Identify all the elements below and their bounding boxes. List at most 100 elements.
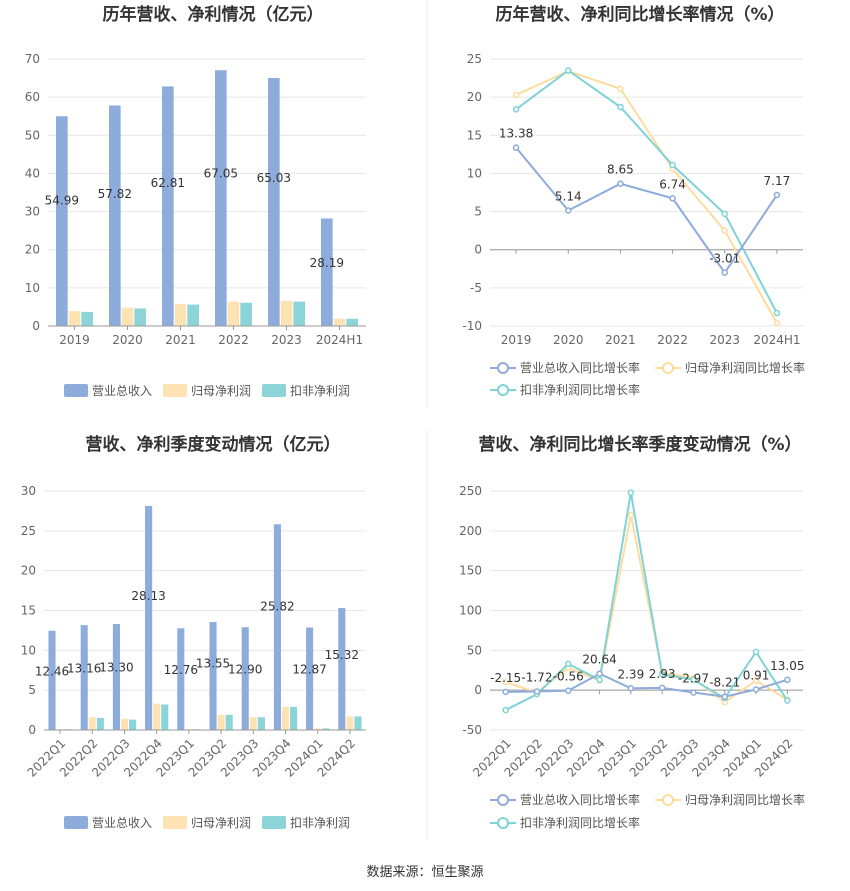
y-tick-label: 150 (459, 564, 482, 578)
data-point (617, 103, 624, 111)
line-data-label: -1.72 (521, 671, 552, 685)
line-data-label: -2.97 (678, 672, 709, 686)
bar-net-profit (227, 301, 240, 326)
legend-marker (497, 362, 509, 374)
legend-label: 归母净利润同比增长率 (685, 792, 805, 807)
bar-revenue (112, 624, 120, 730)
line-data-label: 2.93 (649, 667, 676, 681)
bar-revenue (145, 505, 153, 730)
bar-data-label: 65.03 (257, 171, 291, 185)
bar-deducted-profit (134, 308, 146, 326)
bar-revenue (273, 524, 281, 730)
data-point (512, 144, 520, 151)
data-point (721, 227, 728, 234)
bar-revenue (321, 218, 333, 326)
data-point (565, 660, 572, 668)
x-tick-label: 2021 (605, 333, 636, 347)
y-tick-label: 0 (474, 243, 482, 257)
bar-deducted-profit (129, 719, 137, 730)
data-point (533, 688, 541, 695)
line-data-label: 6.74 (659, 177, 686, 191)
y-tick-label: 30 (21, 484, 36, 498)
y-tick-label: 10 (467, 166, 482, 180)
bar-revenue (209, 622, 217, 730)
data-point (721, 210, 728, 218)
legend-label: 扣非净利润 (290, 816, 350, 830)
bar-deducted-profit (346, 318, 358, 326)
data-point (784, 676, 791, 684)
legend-marker (497, 384, 509, 396)
data-point (565, 687, 572, 694)
line-data-label: -2.15 (490, 671, 521, 685)
legend-label: 扣非净利润同比增长率 (520, 382, 640, 397)
y-tick-label: 200 (459, 524, 482, 538)
bar-revenue (48, 630, 56, 730)
bar-net-profit (314, 728, 322, 730)
y-tick-label: 25 (467, 52, 482, 66)
bar-data-label: 28.19 (310, 256, 344, 270)
y-tick-label: 100 (459, 604, 482, 618)
y-tick-label: 70 (25, 52, 40, 66)
bar-revenue (306, 627, 314, 730)
legend-swatch (163, 816, 187, 829)
bar-deducted-profit (225, 714, 233, 730)
bar-net-profit (281, 706, 290, 730)
legend-label: 营业总收入 (92, 816, 152, 830)
data-point (627, 511, 635, 519)
bar-deducted-profit (322, 728, 330, 730)
bar-data-label: 12.46 (35, 664, 69, 678)
legend-swatch (262, 384, 286, 397)
series-line-revenue (505, 672, 788, 698)
bar-data-label: 62.81 (151, 176, 185, 190)
legend-label: 归母净利润 (191, 384, 251, 398)
line-data-label: -8.21 (709, 676, 740, 690)
y-tick-label: 20 (467, 90, 482, 104)
data-point (565, 207, 572, 214)
data-point (658, 684, 666, 692)
data-source-note: 数据来源：恒生聚源 (366, 865, 483, 880)
series-line-deducted-profit (505, 492, 789, 711)
legend-label: 归母净利润 (191, 816, 251, 830)
x-tick-label: 2023 (271, 333, 302, 347)
data-point (773, 309, 781, 317)
y-tick-label: 20 (21, 564, 36, 578)
bar-data-label: 13.16 (67, 661, 101, 675)
data-point (669, 161, 676, 169)
data-point (721, 269, 728, 276)
y-tick-label: 0 (28, 723, 36, 737)
x-tick-label: 2022 (218, 333, 249, 347)
bar-data-label: 12.76 (164, 663, 198, 677)
series-line-revenue (515, 147, 778, 275)
bar-deducted-profit (290, 706, 298, 730)
bar-net-profit (120, 718, 129, 730)
y-tick-label: 0 (32, 319, 40, 333)
bar-revenue (215, 70, 227, 327)
legend-label: 扣非净利润同比增长率 (520, 815, 640, 830)
data-point (565, 67, 572, 74)
legend-marker (662, 794, 674, 806)
data-point (773, 319, 781, 327)
line-data-label: 7.17 (764, 174, 791, 188)
legend-marker (497, 817, 509, 829)
data-point (627, 685, 635, 692)
annual-revenue-profit-chart: 历年营收、净利情况（亿元） 0 10 20 30 40 50 60 70 54.99 57.82 62… (25, 4, 366, 398)
y-tick-label: 30 (25, 205, 40, 219)
y-tick-label: 50 (25, 128, 40, 142)
bar-data-label: 15.32 (325, 648, 359, 662)
bar-revenue (109, 105, 121, 326)
bar-deducted-profit (81, 311, 93, 326)
line-data-label: 20.64 (582, 653, 616, 667)
legend-swatch (64, 384, 88, 397)
data-point (627, 489, 635, 496)
data-point (502, 678, 509, 686)
series-line-deducted-profit (515, 69, 778, 314)
y-tick-label: 20 (25, 243, 40, 257)
line-data-label: 5.14 (555, 190, 582, 204)
y-tick-label: -5 (470, 281, 482, 295)
bar-net-profit (346, 716, 354, 730)
x-tick-label: 2022 (657, 333, 688, 347)
legend-swatch (64, 816, 88, 829)
chart-title: 历年营收、净利同比增长率情况（%） (495, 4, 784, 25)
bar-net-profit (333, 318, 346, 326)
legend-swatch (262, 816, 286, 829)
